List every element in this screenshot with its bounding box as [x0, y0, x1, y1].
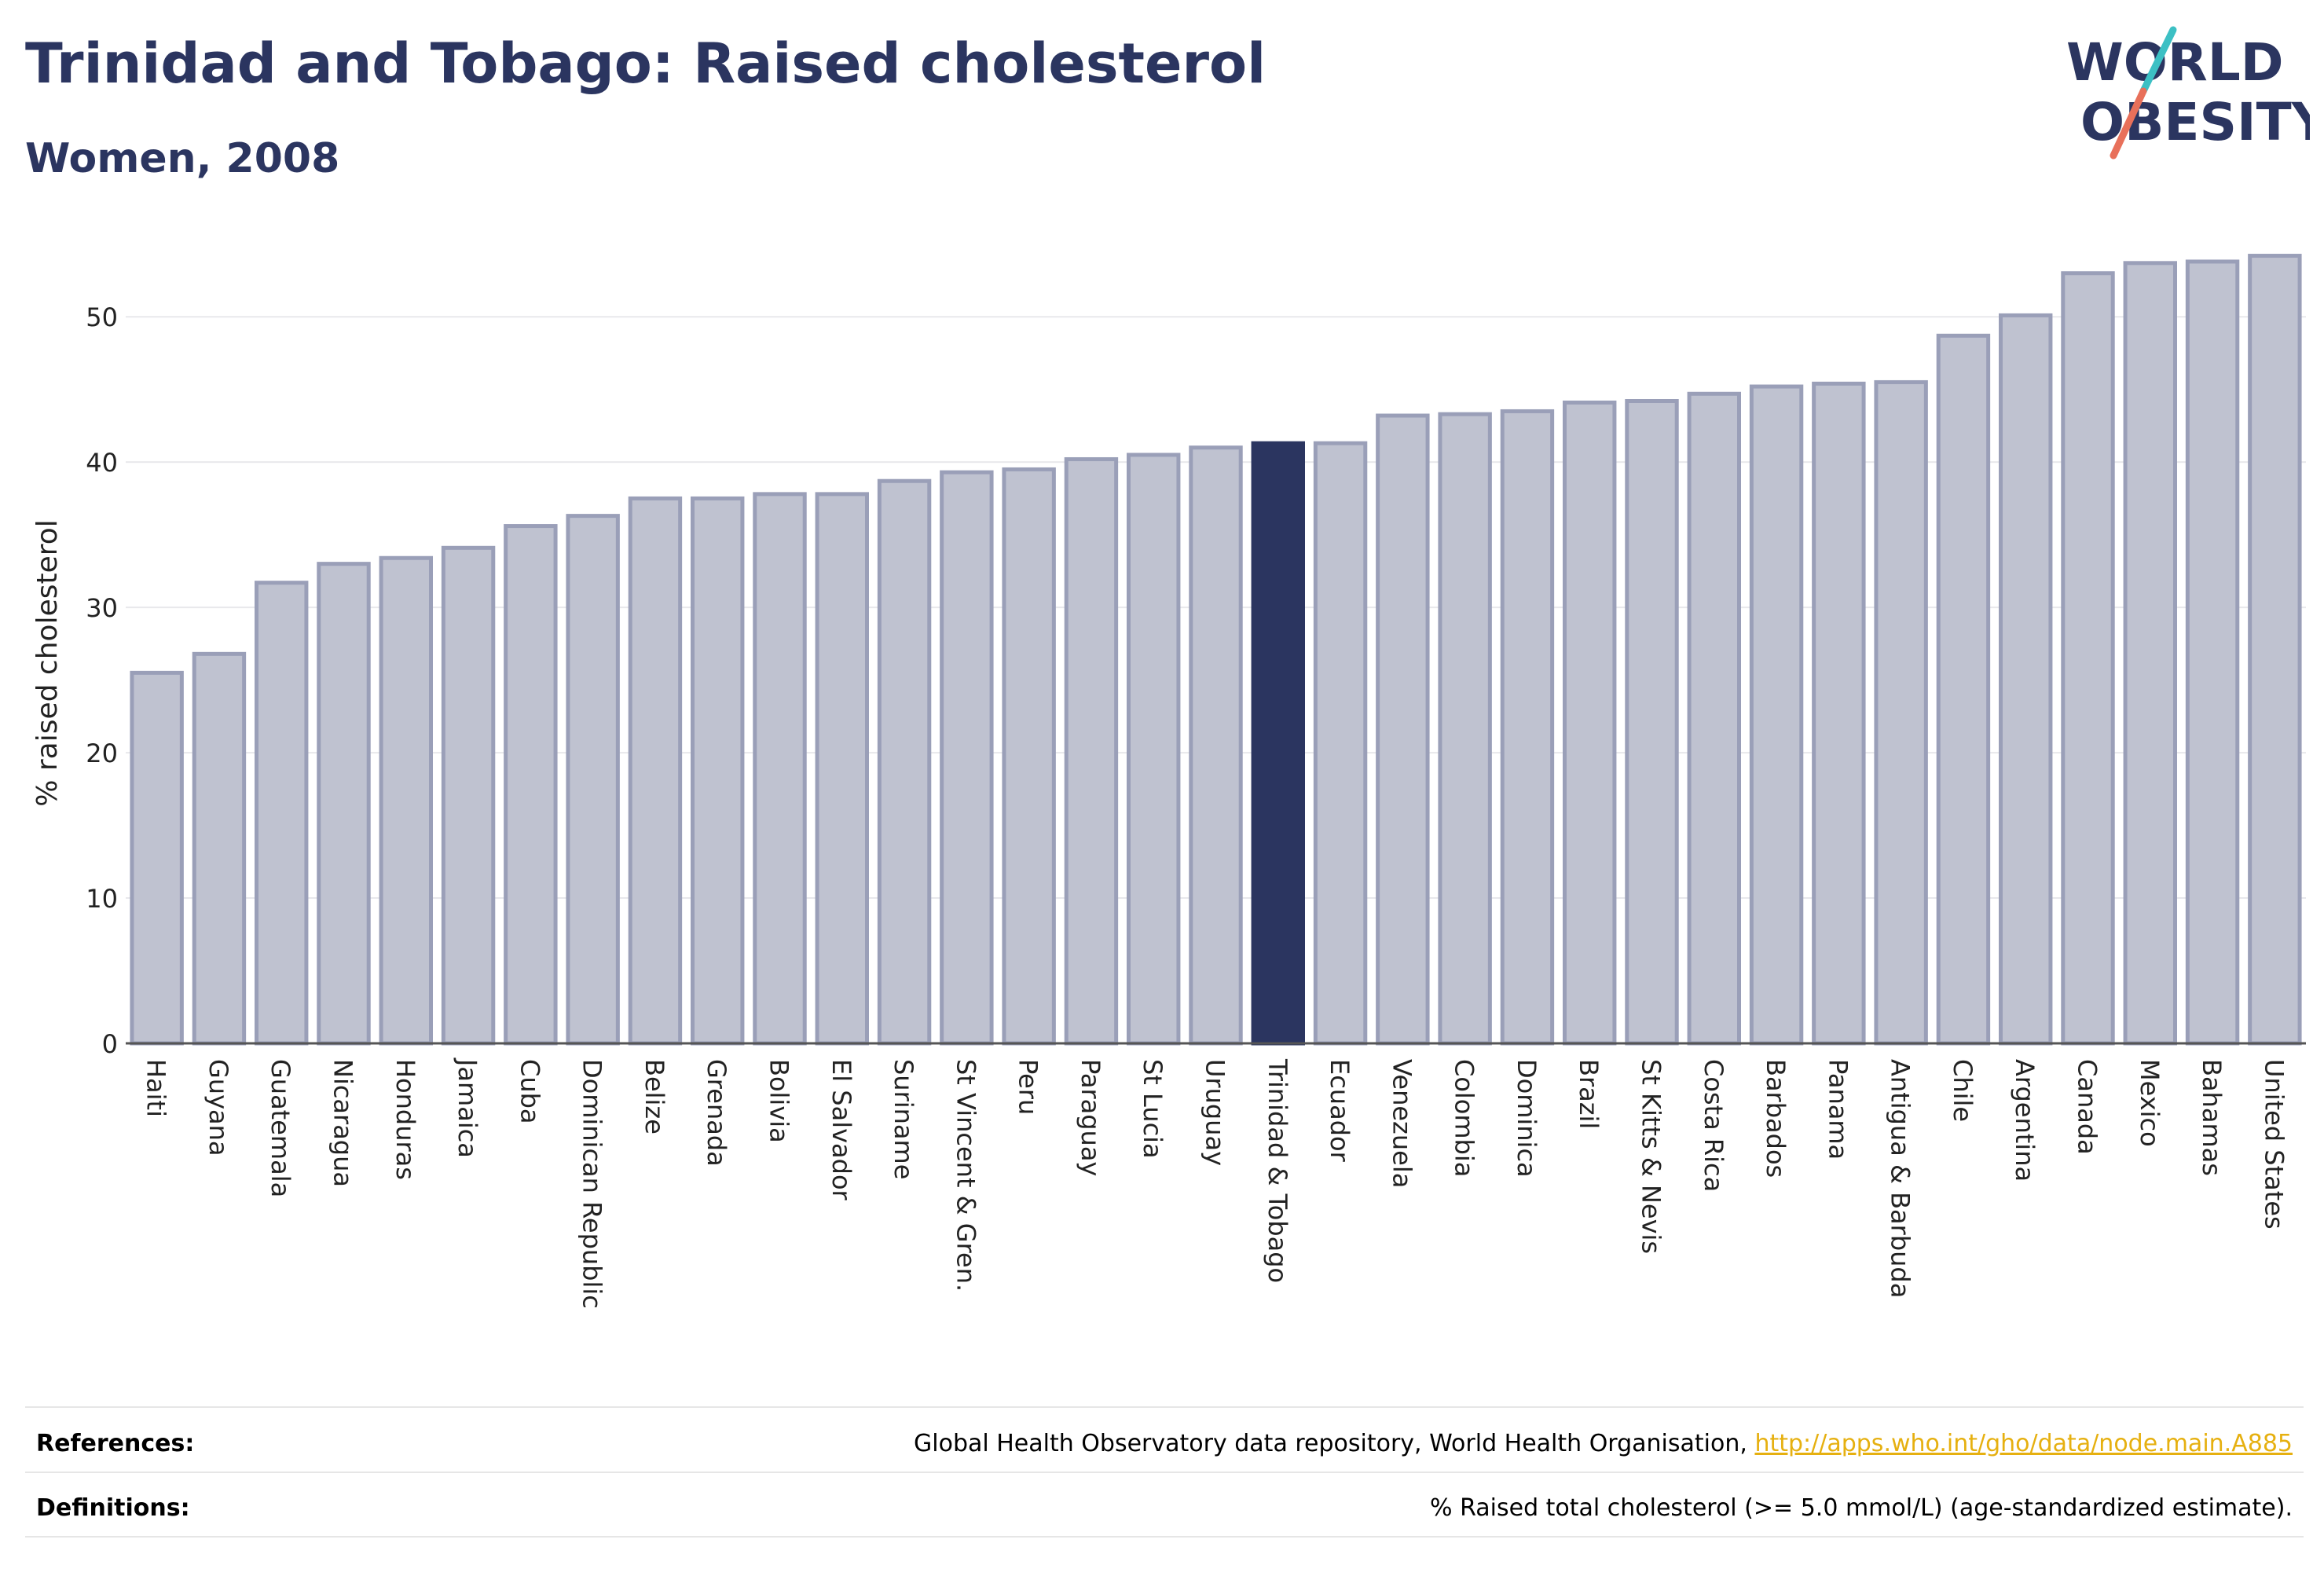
bar	[441, 545, 496, 1046]
page-title: Trinidad and Tobago: Raised cholesterol	[25, 31, 1266, 96]
definitions-value: % Raised total cholesterol (>= 5.0 mmol/…	[1430, 1494, 2293, 1522]
bar	[192, 651, 247, 1046]
x-tick-label: Dominican Republic	[577, 1059, 607, 1309]
x-tick-label: Bolivia	[764, 1059, 794, 1143]
x-tick-label: Guatemala	[266, 1059, 295, 1197]
bar	[2248, 254, 2302, 1046]
references-link[interactable]: http://apps.who.int/gho/data/node.main.A…	[1754, 1430, 2293, 1457]
x-tick-label: Colombia	[1450, 1059, 1479, 1177]
bar	[1687, 391, 1742, 1046]
y-tick-labels: 0 10 20 30 40 50	[86, 302, 118, 1059]
x-tick-label: Barbados	[1761, 1059, 1791, 1178]
y-tick-label: 0	[102, 1029, 118, 1059]
x-tick-label: Haiti	[141, 1059, 171, 1117]
bar	[940, 470, 994, 1046]
x-tick-label: St Kitts & Nevis	[1637, 1059, 1666, 1254]
x-tick-label: St Vincent & Gren.	[951, 1059, 981, 1292]
footer-divider-bottom	[25, 1536, 2304, 1538]
logo-slash-red	[2110, 87, 2147, 159]
x-tick-label: Canada	[2073, 1059, 2102, 1155]
x-tick-label: Panama	[1823, 1059, 1853, 1160]
bar	[1812, 381, 1866, 1046]
x-tick-label: Argentina	[2010, 1059, 2040, 1182]
bar	[1313, 441, 1368, 1046]
bar	[2061, 271, 2115, 1046]
logo-text-world: WORLD	[2066, 32, 2284, 93]
x-tick-label: Mexico	[2135, 1059, 2165, 1147]
bar	[628, 496, 683, 1046]
bar	[1625, 399, 1679, 1046]
logo-slash-teal	[2139, 26, 2177, 95]
bar	[1376, 413, 1430, 1046]
y-tick-label: 10	[86, 884, 118, 914]
bars-layer	[130, 254, 2302, 1046]
x-tick-label: Brazil	[1574, 1059, 1604, 1129]
x-tick-label: Belize	[640, 1059, 669, 1134]
references-label: References:	[36, 1430, 195, 1457]
bar	[255, 581, 309, 1046]
bar	[1500, 409, 1555, 1046]
x-tick-label: El Salvador	[827, 1059, 856, 1201]
x-tick-label: Paraguay	[1076, 1059, 1105, 1176]
x-tick-label: Uruguay	[1200, 1059, 1230, 1166]
bar	[2185, 259, 2240, 1046]
x-tick-label: Chile	[1948, 1059, 1978, 1122]
references-value: Global Health Observatory data repositor…	[914, 1430, 2293, 1457]
bar	[691, 496, 745, 1046]
bar	[130, 670, 184, 1046]
y-tick-label: 50	[86, 302, 118, 332]
x-tick-label: United States	[2259, 1059, 2289, 1230]
y-tick-label: 30	[86, 593, 118, 623]
x-tick-label: Grenada	[702, 1059, 731, 1167]
references-text: Global Health Observatory data repositor…	[914, 1430, 1755, 1457]
x-tick-label: Honduras	[390, 1059, 420, 1180]
bar	[317, 562, 371, 1046]
bar-chart: 0 10 20 30 40 50 Haiti Guyana Guatemala Nicaragu…	[31, 254, 2306, 1309]
x-tick-labels: Haiti Guyana Guatemala Nicaragua Honduras Jam…	[141, 1057, 2289, 1309]
x-tick-label: Cuba	[515, 1059, 544, 1124]
y-axis-title: % raised cholesterol	[31, 519, 64, 807]
bar	[379, 555, 434, 1046]
bar	[1189, 445, 1243, 1046]
world-obesity-logo: WORLD OBESITY	[2066, 26, 2310, 159]
bar	[1936, 333, 1991, 1046]
bar	[504, 524, 558, 1046]
bar	[877, 478, 932, 1046]
bar	[753, 492, 807, 1046]
bar	[1999, 313, 2053, 1046]
footer-divider-top	[25, 1406, 2304, 1408]
bar	[1064, 456, 1119, 1046]
bar	[815, 492, 869, 1046]
page-subtitle: Women, 2008	[25, 135, 340, 182]
x-tick-label: Dominica	[1512, 1059, 1541, 1178]
definitions-label: Definitions:	[36, 1494, 190, 1522]
x-tick-label: Costa Rica	[1699, 1059, 1728, 1192]
footer-divider-middle	[25, 1472, 2304, 1473]
y-tick-label: 40	[86, 448, 118, 478]
x-tick-label: Nicaragua	[328, 1059, 358, 1187]
x-tick-label: Guyana	[203, 1059, 233, 1156]
bar	[1438, 412, 1492, 1046]
x-tick-label: Jamaica	[453, 1057, 482, 1158]
x-tick-label: Antigua & Barbuda	[1886, 1059, 1915, 1298]
bar	[1563, 400, 1617, 1046]
x-tick-label: Ecuador	[1325, 1059, 1354, 1163]
bar	[1874, 379, 1928, 1046]
x-tick-label: St Lucia	[1138, 1059, 1167, 1159]
bar-highlighted	[1251, 441, 1305, 1046]
x-tick-label: Peru	[1014, 1059, 1043, 1115]
bar	[2123, 261, 2178, 1046]
x-tick-label: Bahamas	[2197, 1059, 2227, 1176]
bar	[566, 514, 620, 1046]
x-tick-label: Trinidad & Tobago	[1263, 1058, 1292, 1283]
y-tick-label: 20	[86, 739, 118, 768]
bar	[1002, 467, 1056, 1046]
bar	[1749, 384, 1804, 1046]
x-tick-label: Suriname	[889, 1059, 918, 1179]
bar	[1127, 453, 1181, 1046]
x-tick-label: Venezuela	[1387, 1059, 1417, 1188]
